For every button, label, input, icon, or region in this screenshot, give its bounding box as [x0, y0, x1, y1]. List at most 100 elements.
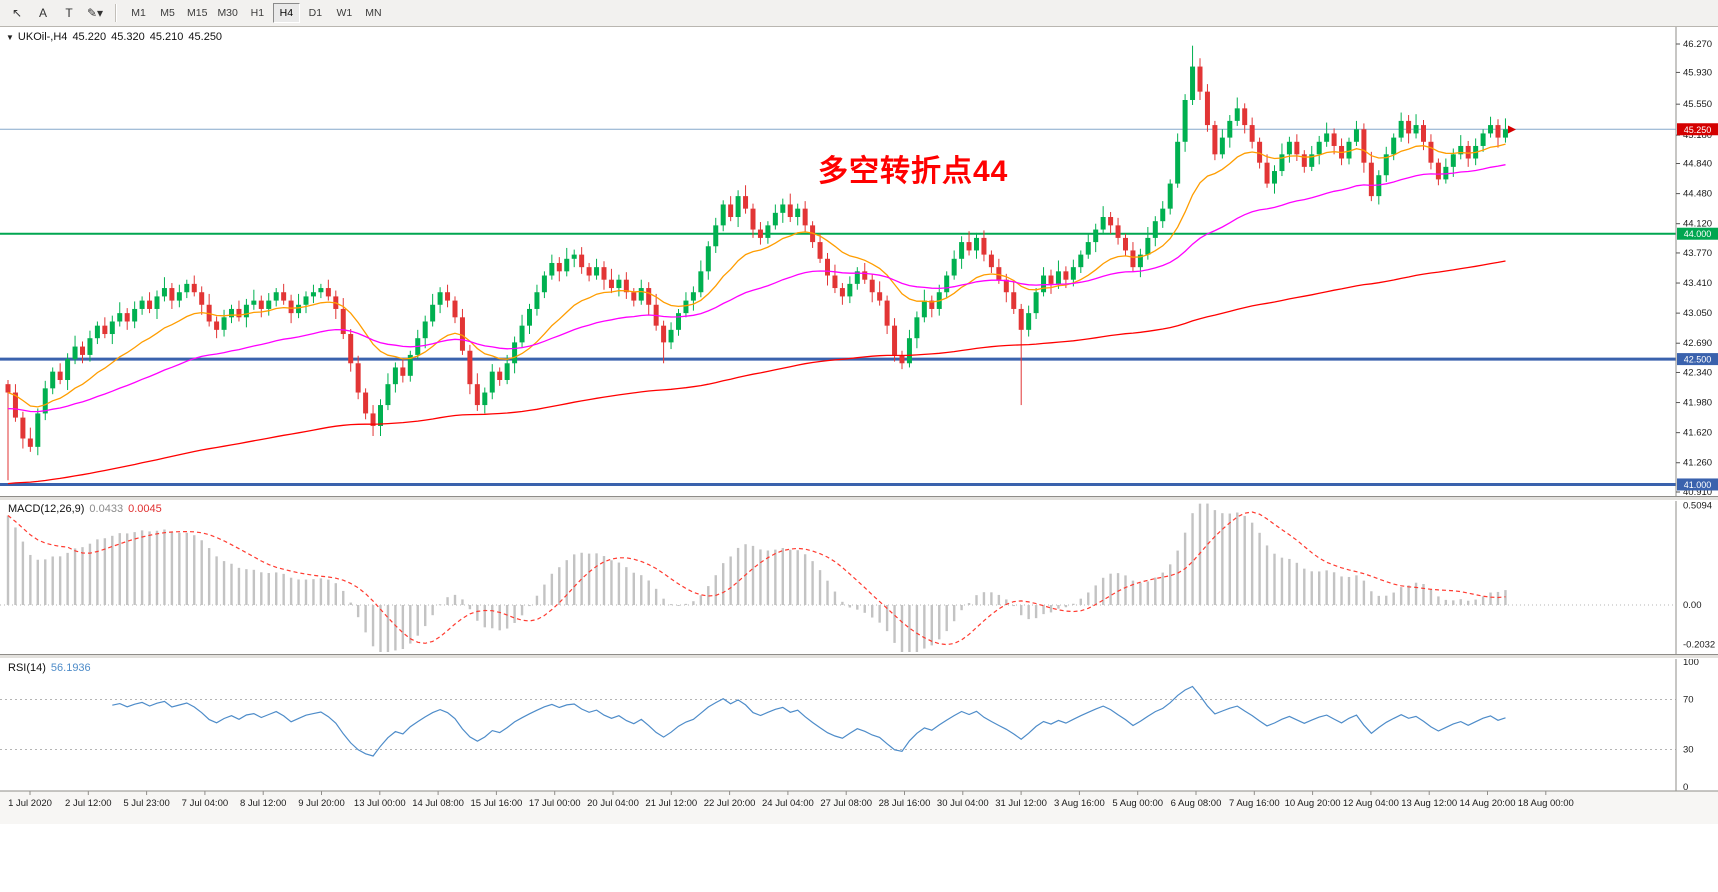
candle-body — [1227, 120, 1233, 138]
candle-body — [35, 413, 41, 447]
candle-body — [616, 279, 622, 289]
candle-body — [1324, 133, 1330, 142]
pane-splitter-rsi[interactable] — [0, 654, 1718, 659]
macd-bar — [707, 586, 710, 605]
candle-body — [549, 262, 555, 276]
macd-bar — [1347, 576, 1351, 605]
candle-body — [914, 317, 920, 339]
time-tick-label: 9 Jul 20:00 — [298, 798, 344, 809]
macd-bar — [431, 605, 434, 616]
tf-button-h4[interactable]: H4 — [272, 3, 300, 23]
candle-body — [489, 371, 495, 393]
price-tag-45.250[interactable] — [1677, 123, 1718, 136]
candle-body — [586, 267, 592, 276]
rsi-value: 56.1936 — [50, 662, 91, 674]
macd-bar — [1288, 558, 1291, 605]
macd-bar — [401, 605, 405, 650]
candle-body — [1160, 208, 1166, 222]
label-tool-button[interactable]: T — [57, 3, 81, 24]
price-tick-label: 45.180 — [1683, 130, 1712, 141]
time-axis-strip[interactable] — [0, 791, 1718, 824]
time-tick-label: 7 Jul 04:00 — [182, 798, 228, 809]
candle-body — [482, 392, 488, 406]
tf-button-m30[interactable]: M30 — [213, 3, 241, 23]
macd-bar — [900, 605, 904, 652]
tf-button-m15[interactable]: M15 — [183, 3, 211, 23]
macd-bar — [669, 604, 673, 606]
macd-bar — [982, 592, 986, 605]
macd-bar — [505, 605, 509, 629]
price-axis[interactable]: 46.270 45.930 45.550 45.180 44.840 44.480 44.1… — [1676, 39, 1718, 498]
candle-body — [467, 350, 473, 385]
text-tool-button[interactable]: A — [31, 3, 55, 24]
macd-bar — [699, 595, 703, 605]
time-tick-label: 21 Jul 12:00 — [645, 798, 697, 809]
macd-bar — [1206, 503, 1209, 605]
price-tag-42.500[interactable] — [1677, 353, 1718, 366]
macd-bar — [409, 605, 412, 644]
candle-body — [1421, 125, 1426, 142]
candle-body — [661, 325, 667, 343]
tf-button-d1[interactable]: D1 — [302, 3, 329, 23]
candle-body — [400, 367, 406, 376]
time-axis[interactable]: 1 Jul 2020 2 Jul 12:00 5 Jul 23:00 7 Jul 04… — [8, 791, 1574, 809]
candle-body — [1428, 141, 1434, 163]
tf-button-h1[interactable]: H1 — [244, 3, 271, 23]
candle-body — [512, 342, 518, 364]
candle-body — [1443, 166, 1449, 180]
candle-body — [1309, 154, 1315, 167]
candle-body — [1331, 133, 1337, 146]
chart-annotation-text[interactable]: 多空转折点44 — [818, 155, 1009, 188]
macd-bar — [371, 605, 375, 647]
macd-bar — [312, 579, 315, 605]
macd-signal-line — [7, 511, 1506, 646]
rsi-axis-label: 30 — [1683, 745, 1694, 756]
candle-body — [1398, 120, 1404, 138]
time-tick-label: 5 Aug 00:00 — [1112, 798, 1163, 809]
price-tag-41.000[interactable] — [1677, 478, 1718, 491]
tf-button-m5[interactable]: M5 — [154, 3, 181, 23]
cursor-tool-button[interactable]: ↖ — [5, 3, 29, 24]
macd-bar — [491, 605, 494, 629]
draw-tool-button[interactable]: ✎▾ — [83, 3, 107, 24]
time-tick-label: 24 Jul 04:00 — [762, 798, 814, 809]
pane-splitter-macd[interactable] — [0, 496, 1718, 501]
candle-body — [214, 321, 220, 330]
macd-bar — [1012, 605, 1015, 607]
macd-bar — [1467, 600, 1470, 605]
candle-body — [1033, 292, 1039, 314]
macd-bar — [1057, 605, 1060, 609]
macd-bar — [193, 535, 196, 605]
macd-bar — [1280, 557, 1284, 605]
candle-body — [1070, 267, 1076, 280]
candle-body — [579, 254, 585, 268]
price-tick-label: 43.770 — [1683, 248, 1712, 259]
macd-bar — [1109, 573, 1112, 605]
tf-button-w1[interactable]: W1 — [331, 3, 358, 23]
candle-body — [638, 288, 644, 301]
macd-axis-label: 0.00 — [1683, 600, 1702, 611]
macd-bar — [573, 554, 576, 605]
macd-bar — [647, 580, 650, 605]
macd-bar — [446, 597, 449, 605]
rsi-name: RSI(14) — [8, 662, 46, 674]
candle-body — [892, 325, 898, 355]
candle-body — [42, 388, 48, 414]
candle-body — [705, 246, 711, 272]
tf-button-mn[interactable]: MN — [360, 3, 387, 23]
price-tag-label: 42.500 — [1684, 355, 1712, 365]
collapse-icon[interactable]: ▼ — [6, 33, 14, 42]
candle-body — [1361, 129, 1367, 163]
candle-body — [564, 258, 570, 272]
price-tag-44.000[interactable] — [1677, 227, 1718, 240]
macd-bar — [200, 540, 203, 605]
macd-bar — [73, 548, 77, 605]
candle-body — [392, 367, 398, 385]
tf-button-m1[interactable]: M1 — [125, 3, 152, 23]
candle-body — [534, 292, 540, 309]
macd-bar — [148, 531, 151, 605]
macd-bar — [1191, 513, 1194, 605]
macd-bar — [915, 605, 919, 652]
ma-line-fast — [7, 143, 1506, 408]
chart-canvas[interactable]: 46.270 45.930 45.550 45.180 44.840 44.480 44.1… — [0, 0, 1718, 824]
